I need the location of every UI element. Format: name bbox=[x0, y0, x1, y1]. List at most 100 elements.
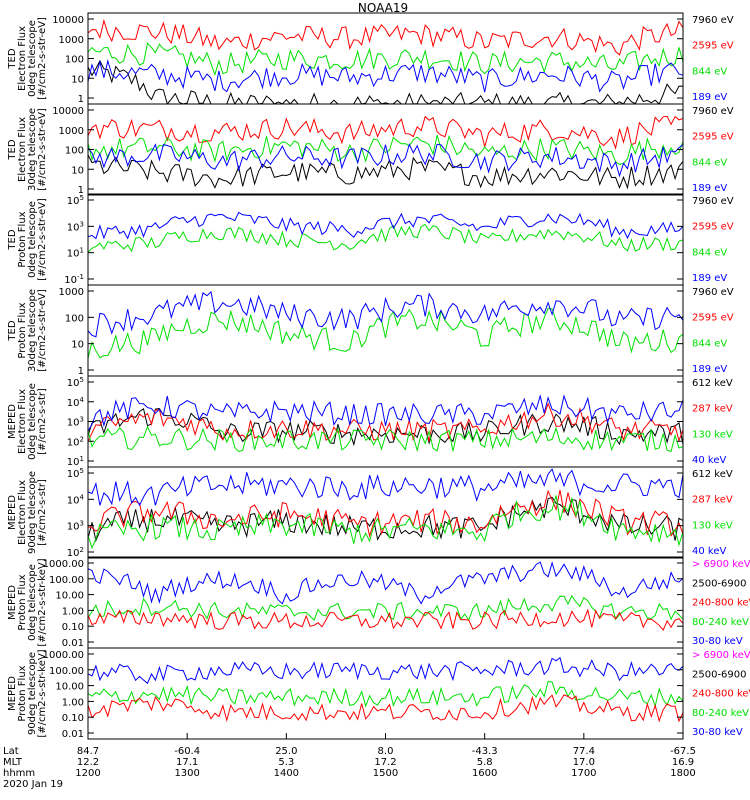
y-tick-label: 101 bbox=[67, 247, 84, 260]
panel-meped-electron-0deg: 105 104 103 102 101 MEPEDElectron Flux0deg te… bbox=[7, 375, 733, 468]
x-tick-label-mlt: 5.8 bbox=[477, 757, 493, 768]
panel-data bbox=[88, 394, 683, 453]
x-tick-label-hhmm: 1300 bbox=[174, 768, 199, 779]
x-tick-label-hhmm: 1600 bbox=[472, 768, 497, 779]
y-tick-label: 1 bbox=[78, 366, 84, 377]
legend-item: 189 eV bbox=[692, 92, 727, 103]
panel-data bbox=[88, 561, 683, 632]
series-612-kev bbox=[88, 407, 683, 447]
x-tick-label-mlt: 16.9 bbox=[672, 757, 694, 768]
y-axis-label: TEDElectron Flux30deg telescope[#/cm2-s-… bbox=[7, 108, 48, 191]
series-844-ev bbox=[88, 223, 683, 253]
legend-item: 844 eV bbox=[692, 157, 727, 168]
series-2595-ev bbox=[88, 18, 683, 56]
y-tick-label: 100 bbox=[65, 146, 84, 157]
y-tick-label: 105 bbox=[67, 194, 84, 207]
series-80-240-kev bbox=[88, 594, 683, 622]
x-tick-label-mlt: 12.2 bbox=[77, 757, 99, 768]
legend-item: 40 keV bbox=[692, 455, 726, 466]
legend-item: > 6900 keV bbox=[692, 650, 750, 661]
legend-item: 240-800 keV bbox=[692, 598, 750, 609]
panel-meped-proton-0deg: 1000.00 100.00 10.00 1.00 0.10 0.01 MEPEDProto… bbox=[7, 556, 750, 649]
y-tick-label: 1000.00 bbox=[43, 650, 84, 661]
y-tick-label: 0.10 bbox=[62, 622, 84, 633]
y-tick-label: 0.01 bbox=[62, 729, 84, 740]
series-130-kev bbox=[88, 425, 683, 453]
panel-frame bbox=[87, 466, 684, 559]
series-844-ev bbox=[88, 307, 683, 359]
series-612-kev bbox=[88, 496, 683, 543]
legend-item: 7960 eV bbox=[692, 287, 734, 298]
x-tick-label-hhmm: 1400 bbox=[274, 768, 299, 779]
y-axis-label: TEDElectron Flux0deg telescope[#/cm2-s-s… bbox=[7, 17, 48, 100]
legend-item: 7960 eV bbox=[692, 106, 734, 117]
legend-item: 287 keV bbox=[692, 495, 733, 506]
panel-frame bbox=[87, 375, 684, 468]
y-tick-label: 0.01 bbox=[62, 638, 84, 649]
y-axis-label: TEDProton Flux30deg telescope[#/cm2-s-st… bbox=[7, 289, 48, 372]
legend-item: > 6900 keV bbox=[692, 559, 750, 570]
y-tick-label: 1000 bbox=[59, 287, 84, 298]
legend-item: 40 keV bbox=[692, 546, 726, 557]
panel-data bbox=[88, 115, 683, 190]
series-189-ev bbox=[88, 59, 683, 93]
legend-item: 130 keV bbox=[692, 429, 733, 440]
chart-title: NOAA19 bbox=[358, 1, 408, 15]
panel-data bbox=[88, 290, 683, 359]
series-189-ev bbox=[88, 211, 683, 240]
y-tick-label: 10 bbox=[71, 74, 84, 85]
panel-ted-proton-0deg: 105 103 101 10-1 TEDProton Flux0deg telescop… bbox=[7, 193, 734, 286]
x-tick-label-lat: -67.5 bbox=[670, 746, 696, 757]
y-axis-label: TEDProton Flux0deg telescope[#/cm2-s-str… bbox=[7, 198, 48, 281]
y-tick-label: 1000.00 bbox=[43, 559, 84, 570]
panel-meped-proton-90deg: 1000.00 100.00 10.00 1.00 0.10 0.01 MEPEDProto… bbox=[7, 647, 750, 740]
series-287-kev bbox=[88, 402, 683, 443]
panel-ted-electron-30deg: 10000 1000 100 10 1 TEDElectron Flux30deg tel… bbox=[7, 103, 734, 196]
legend-item: 240-800 keV bbox=[692, 689, 750, 700]
y-axis-label: MEPEDProton Flux90deg telescope[#/cm2-s-… bbox=[7, 649, 48, 737]
y-axis-label: MEPEDElectron Flux90deg telescope[#/cm2-… bbox=[7, 471, 48, 554]
y-tick-label: 0.10 bbox=[62, 713, 84, 724]
y-tick-label: 1.00 bbox=[62, 606, 84, 617]
y-tick-label: 1 bbox=[78, 94, 84, 105]
y-tick-label: 10-1 bbox=[64, 273, 84, 286]
series-287-kev bbox=[88, 489, 683, 538]
series-30-80-kev bbox=[88, 656, 683, 685]
series-130-kev bbox=[88, 495, 683, 550]
panel-meped-electron-90deg: 105 104 103 102 MEPEDElectron Flux90deg tele… bbox=[7, 466, 733, 559]
legend-item: 612 keV bbox=[692, 378, 733, 389]
y-tick-label: 10.00 bbox=[55, 591, 84, 602]
series-40-kev bbox=[88, 468, 683, 507]
y-tick-label: 104 bbox=[67, 493, 85, 506]
series-80-240-kev bbox=[88, 680, 683, 708]
panel-ted-electron-0deg: 10000 1000 100 10 1 TEDElectron Flux0deg tele… bbox=[7, 12, 734, 105]
y-tick-label: 101 bbox=[67, 455, 84, 468]
legend-item: 130 keV bbox=[692, 520, 733, 531]
y-tick-label: 103 bbox=[67, 416, 84, 429]
series-2595-ev bbox=[88, 115, 683, 150]
series-7960-ev bbox=[88, 59, 683, 104]
legend-item: 612 keV bbox=[692, 469, 733, 480]
panel-frame bbox=[87, 647, 684, 740]
legend-item: 2595 eV bbox=[692, 313, 734, 324]
y-tick-label: 102 bbox=[67, 435, 84, 448]
y-tick-label: 100.00 bbox=[49, 575, 84, 586]
y-tick-label: 100.00 bbox=[49, 666, 84, 677]
y-tick-label: 103 bbox=[67, 220, 84, 233]
x-tick-label-mlt: 17.0 bbox=[573, 757, 595, 768]
legend-item: 2595 eV bbox=[692, 132, 734, 143]
y-tick-label: 1000 bbox=[59, 126, 84, 137]
x-tick-label-lat: 77.4 bbox=[573, 746, 595, 757]
y-tick-label: 105 bbox=[67, 467, 84, 480]
panel-data bbox=[88, 211, 683, 253]
legend-item: 189 eV bbox=[692, 364, 727, 375]
legend-item: 189 eV bbox=[692, 273, 727, 284]
series-189-ev bbox=[88, 143, 683, 178]
x-tick-label-hhmm: 1500 bbox=[373, 768, 398, 779]
y-tick-label: 1.00 bbox=[62, 697, 84, 708]
x-tick-label-mlt: 5.3 bbox=[278, 757, 294, 768]
y-tick-label: 10000 bbox=[52, 106, 84, 117]
y-tick-label: 100 bbox=[65, 313, 84, 324]
x-tick-label-mlt: 17.1 bbox=[176, 757, 198, 768]
series-189-ev bbox=[88, 290, 683, 338]
